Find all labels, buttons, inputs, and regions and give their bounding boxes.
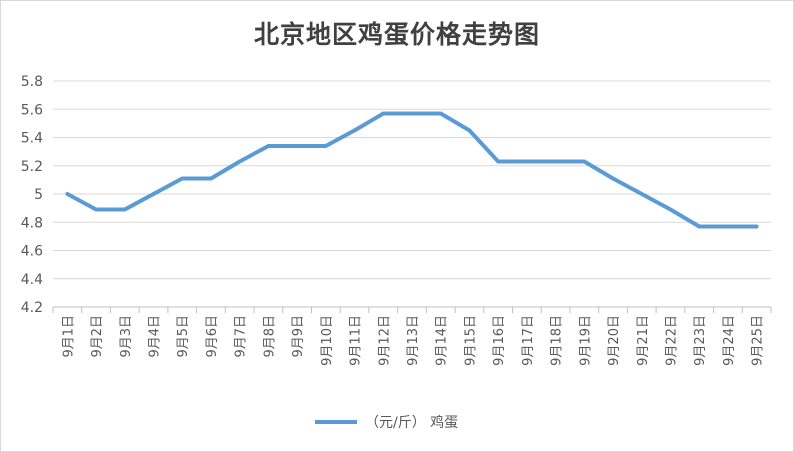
y-tick-label: 4.6 — [21, 244, 43, 260]
x-tick-label: 9月18日 — [550, 315, 565, 366]
x-tick-label: 9月21日 — [636, 315, 651, 366]
x-tick-label: 9月5日 — [176, 315, 191, 358]
x-tick-label: 9月17日 — [521, 315, 536, 366]
y-tick-label: 4.8 — [21, 215, 43, 231]
x-tick-label: 9月7日 — [234, 315, 249, 358]
y-tick-label: 5 — [34, 187, 43, 203]
y-tick-label: 5.8 — [21, 74, 43, 90]
x-tick-label: 9月4日 — [148, 315, 163, 358]
y-tick-label: 5.2 — [21, 159, 43, 175]
y-tick-label: 4.2 — [21, 300, 43, 316]
x-tick-label: 9月25日 — [751, 315, 766, 366]
x-tick-label: 9月15日 — [463, 315, 478, 366]
x-tick-label: 9月2日 — [90, 315, 105, 358]
x-tick-label: 9月16日 — [492, 315, 507, 366]
y-tick-label: 5.6 — [21, 102, 43, 118]
x-tick-label: 9月14日 — [435, 315, 450, 366]
x-tick-label: 9月20日 — [607, 315, 622, 366]
x-tick-label: 9月22日 — [664, 315, 679, 366]
x-tick-label: 9月6日 — [205, 315, 220, 358]
x-tick-label: 9月11日 — [349, 315, 364, 366]
y-tick-label: 5.4 — [21, 131, 43, 147]
x-tick-label: 9月8日 — [262, 315, 277, 358]
legend-label: （元/斤） 鸡蛋 — [365, 414, 458, 431]
series-line — [65, 111, 759, 229]
x-tick-label: 9月10日 — [320, 315, 335, 366]
x-tick-label: 9月1日 — [61, 315, 76, 358]
y-tick-label: 4.4 — [21, 272, 43, 288]
x-tick-label: 9月24日 — [722, 315, 737, 366]
x-tick-label: 9月12日 — [377, 315, 392, 366]
x-tick-label: 9月23日 — [693, 315, 708, 366]
x-tick-label: 9月3日 — [119, 315, 134, 358]
chart-title: 北京地区鸡蛋价格走势图 — [253, 20, 540, 49]
x-tick-label: 9月19日 — [578, 315, 593, 366]
x-tick-label: 9月9日 — [291, 315, 306, 358]
x-tick-label: 9月13日 — [406, 315, 421, 366]
